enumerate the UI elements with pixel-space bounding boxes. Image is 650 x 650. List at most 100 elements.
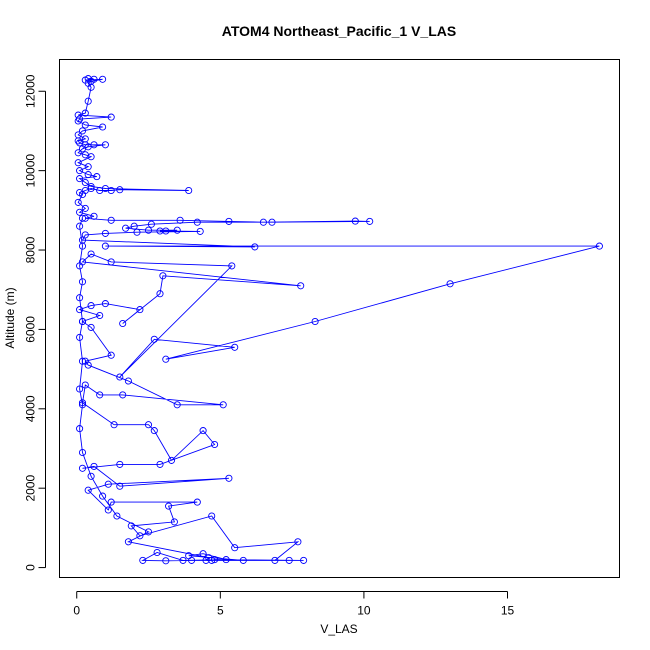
data-point bbox=[87, 182, 95, 191]
data-point bbox=[96, 391, 104, 399]
y-tick-label: 6000 bbox=[24, 316, 38, 343]
data-point bbox=[84, 486, 92, 494]
data-point bbox=[81, 214, 89, 222]
data-point bbox=[116, 482, 124, 490]
data-point bbox=[595, 242, 603, 250]
data-point bbox=[173, 226, 181, 234]
data-point bbox=[170, 518, 178, 526]
data-point bbox=[150, 427, 158, 435]
data-point bbox=[101, 300, 109, 308]
data-point bbox=[294, 538, 302, 546]
data-point bbox=[165, 502, 173, 510]
data-point bbox=[205, 554, 213, 562]
data-point bbox=[211, 440, 219, 449]
data-point bbox=[107, 498, 115, 506]
data-point bbox=[167, 456, 176, 464]
data-point bbox=[127, 522, 135, 530]
y-tick-label: 8000 bbox=[24, 236, 38, 263]
data-point bbox=[107, 113, 115, 121]
data-point bbox=[99, 492, 107, 500]
data-point bbox=[99, 123, 107, 131]
data-point bbox=[150, 335, 158, 343]
data-point bbox=[159, 272, 167, 280]
data-point bbox=[78, 401, 87, 409]
data-point bbox=[119, 319, 127, 328]
data-point bbox=[81, 204, 89, 212]
data-point bbox=[297, 282, 305, 290]
data-point bbox=[193, 498, 201, 506]
data-point bbox=[78, 145, 87, 153]
data-point bbox=[116, 373, 124, 381]
data-point bbox=[446, 280, 454, 288]
data-point bbox=[84, 163, 92, 171]
plot-frame bbox=[59, 59, 620, 578]
data-point bbox=[99, 75, 107, 83]
x-tick-label: 0 bbox=[73, 604, 80, 618]
data-point bbox=[78, 448, 87, 457]
data-point bbox=[228, 262, 236, 270]
data-point bbox=[311, 317, 319, 326]
data-point bbox=[225, 217, 233, 225]
data-point bbox=[199, 427, 207, 435]
data-point bbox=[101, 141, 109, 149]
data-point bbox=[93, 173, 101, 181]
data-point bbox=[116, 460, 124, 468]
data-point bbox=[87, 250, 95, 258]
data-point bbox=[76, 115, 84, 123]
data-point bbox=[113, 512, 121, 520]
data-point bbox=[74, 117, 82, 125]
data-point bbox=[116, 186, 124, 194]
data-point bbox=[76, 208, 84, 216]
data-point bbox=[268, 218, 276, 226]
data-point bbox=[76, 333, 84, 341]
data-point bbox=[133, 228, 141, 236]
data-point bbox=[81, 381, 89, 389]
data-point bbox=[136, 532, 144, 540]
data-point bbox=[101, 242, 109, 250]
data-point bbox=[90, 212, 98, 220]
data-point bbox=[271, 556, 279, 564]
data-point bbox=[231, 343, 239, 351]
data-point bbox=[107, 216, 115, 224]
data-point bbox=[76, 425, 84, 433]
y-tick-label: 10000 bbox=[24, 154, 38, 188]
data-point bbox=[144, 528, 153, 536]
data-point bbox=[84, 361, 92, 369]
x-axis: 0 5 10 15 bbox=[73, 591, 514, 618]
data-point bbox=[78, 214, 87, 222]
y-tick-label: 4000 bbox=[24, 395, 38, 422]
data-point bbox=[185, 186, 193, 195]
data-point bbox=[78, 357, 87, 365]
chart-title: ATOM4 Northeast_Pacific_1 V_LAS bbox=[222, 23, 456, 39]
data-point bbox=[173, 401, 181, 409]
data-point bbox=[162, 557, 170, 565]
data-point bbox=[107, 258, 115, 266]
data-point bbox=[208, 512, 216, 520]
data-point bbox=[199, 550, 207, 558]
data-point bbox=[76, 167, 84, 175]
y-tick-label: 12000 bbox=[24, 74, 38, 108]
y-tick-label: 2000 bbox=[24, 475, 38, 502]
data-point bbox=[156, 290, 164, 298]
data-point bbox=[76, 306, 84, 314]
data-point bbox=[81, 109, 89, 117]
data-point bbox=[76, 175, 84, 183]
series-layer bbox=[74, 75, 603, 565]
data-point bbox=[251, 243, 259, 251]
data-point bbox=[366, 217, 374, 225]
data-point bbox=[84, 97, 92, 105]
data-point bbox=[78, 242, 87, 250]
data-point bbox=[110, 421, 118, 429]
data-point bbox=[176, 216, 184, 224]
data-point bbox=[104, 506, 112, 514]
data-point bbox=[76, 222, 84, 230]
data-point bbox=[219, 401, 227, 409]
data-point bbox=[185, 552, 193, 560]
data-point bbox=[107, 351, 115, 359]
y-tick-label: 0 bbox=[24, 564, 38, 571]
data-point bbox=[76, 294, 84, 302]
data-point bbox=[96, 186, 104, 195]
x-axis-label: V_LAS bbox=[320, 622, 357, 636]
data-point bbox=[124, 538, 132, 546]
